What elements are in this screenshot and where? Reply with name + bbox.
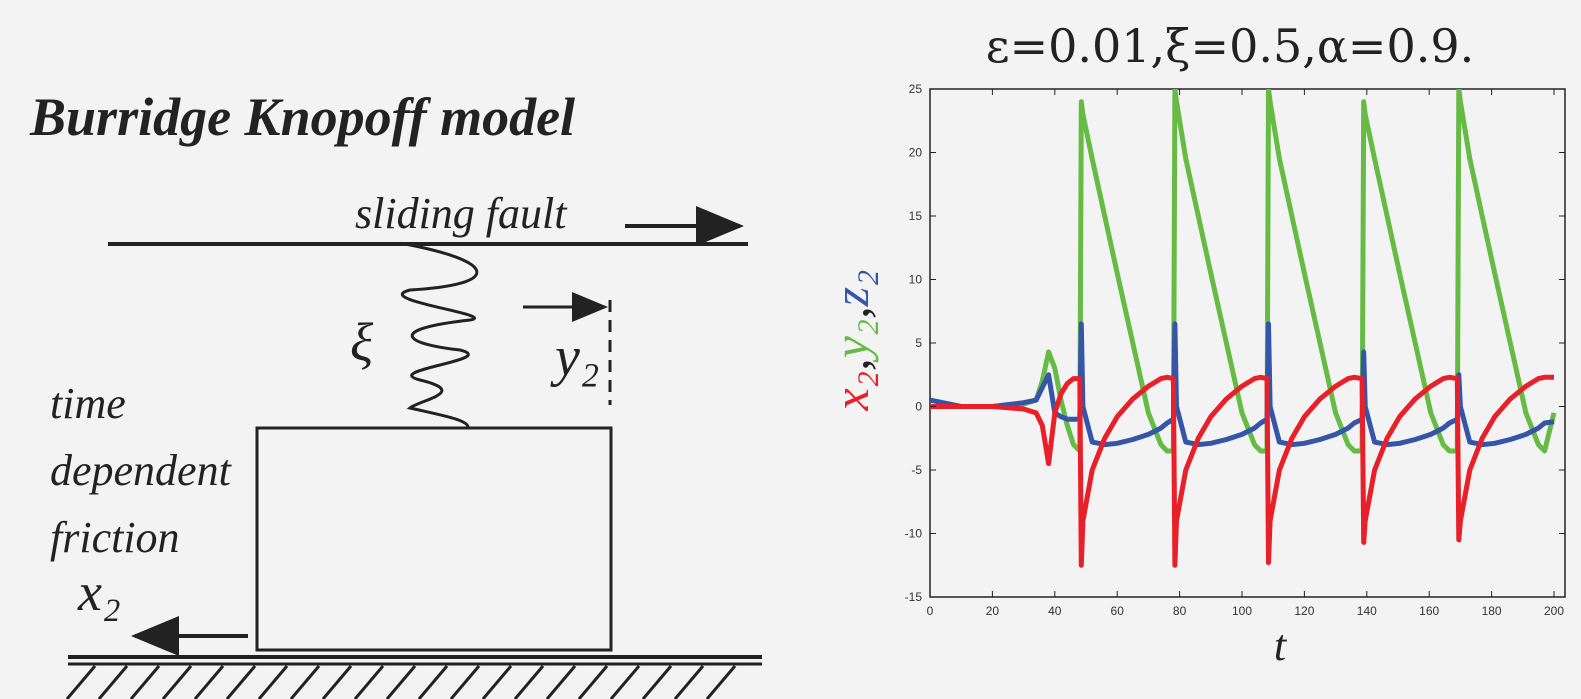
hatch-line <box>163 666 191 699</box>
x-tick-label: 140 <box>1357 604 1377 618</box>
x-tick-label: 60 <box>1111 604 1125 618</box>
hatch-line <box>99 666 127 699</box>
x-tick-label: 160 <box>1419 604 1439 618</box>
figure: Burridge Knopoff model sliding fault ξ y… <box>0 0 1581 699</box>
displacement-label: y₂ <box>550 326 599 388</box>
hatch-line <box>483 666 511 699</box>
y-tick-label: 25 <box>909 82 923 96</box>
spring <box>402 244 477 428</box>
y-tick-label: 15 <box>909 209 923 223</box>
x-tick-label: 20 <box>986 604 1000 618</box>
friction-label: friction <box>50 513 180 562</box>
spring-label: ξ <box>350 312 374 372</box>
y-tick-label: -15 <box>905 590 923 604</box>
block <box>257 428 611 650</box>
hatch-line <box>515 666 543 699</box>
y-tick-label: -10 <box>905 527 923 541</box>
friction-label: dependent <box>50 446 233 495</box>
hatch-line <box>291 666 319 699</box>
ground-hatch <box>67 666 735 699</box>
x-tick-label: 80 <box>1173 604 1187 618</box>
hatch-line <box>611 666 639 699</box>
x-tick-label: 0 <box>927 604 934 618</box>
hatch-line <box>707 666 735 699</box>
hatch-line <box>67 666 95 699</box>
hatch-line <box>419 666 447 699</box>
hatch-line <box>451 666 479 699</box>
hatch-line <box>579 666 607 699</box>
y-tick-label: 20 <box>909 146 923 160</box>
y-label-separator: , <box>823 306 879 319</box>
hatch-line <box>643 666 671 699</box>
hatch-line <box>355 666 383 699</box>
hatch-line <box>259 666 287 699</box>
x-tick-label: 40 <box>1048 604 1062 618</box>
chart-title: ε=0.01,ξ=0.5,α=0.9. <box>986 19 1474 73</box>
y-label-separator: , <box>823 358 879 371</box>
fault-label: sliding fault <box>355 189 568 238</box>
x-tick-label: 200 <box>1544 604 1564 618</box>
x-axis-label: t <box>1274 621 1288 670</box>
hatch-line <box>131 666 159 699</box>
hatch-line <box>195 666 223 699</box>
y-axis-label: x₂,y₂,z₂ <box>823 270 879 412</box>
hatch-line <box>323 666 351 699</box>
y-tick-label: 0 <box>915 400 922 414</box>
y-tick-label: 10 <box>909 273 923 287</box>
x-tick-label: 180 <box>1482 604 1502 618</box>
y-tick-label: -5 <box>911 463 922 477</box>
y-label-part: z₂ <box>823 270 879 308</box>
y-label-part: x₂ <box>823 371 879 412</box>
y-label-part: y₂ <box>823 319 879 364</box>
hatch-line <box>227 666 255 699</box>
diagram-title: Burridge Knopoff model <box>29 87 575 147</box>
y-tick-label: 5 <box>915 336 922 350</box>
x-tick-label: 100 <box>1232 604 1252 618</box>
hatch-line <box>547 666 575 699</box>
friction-label: time <box>50 379 126 428</box>
hatch-line <box>387 666 415 699</box>
block-label: x₂ <box>77 562 121 622</box>
hatch-line <box>675 666 703 699</box>
x-tick-label: 120 <box>1294 604 1314 618</box>
